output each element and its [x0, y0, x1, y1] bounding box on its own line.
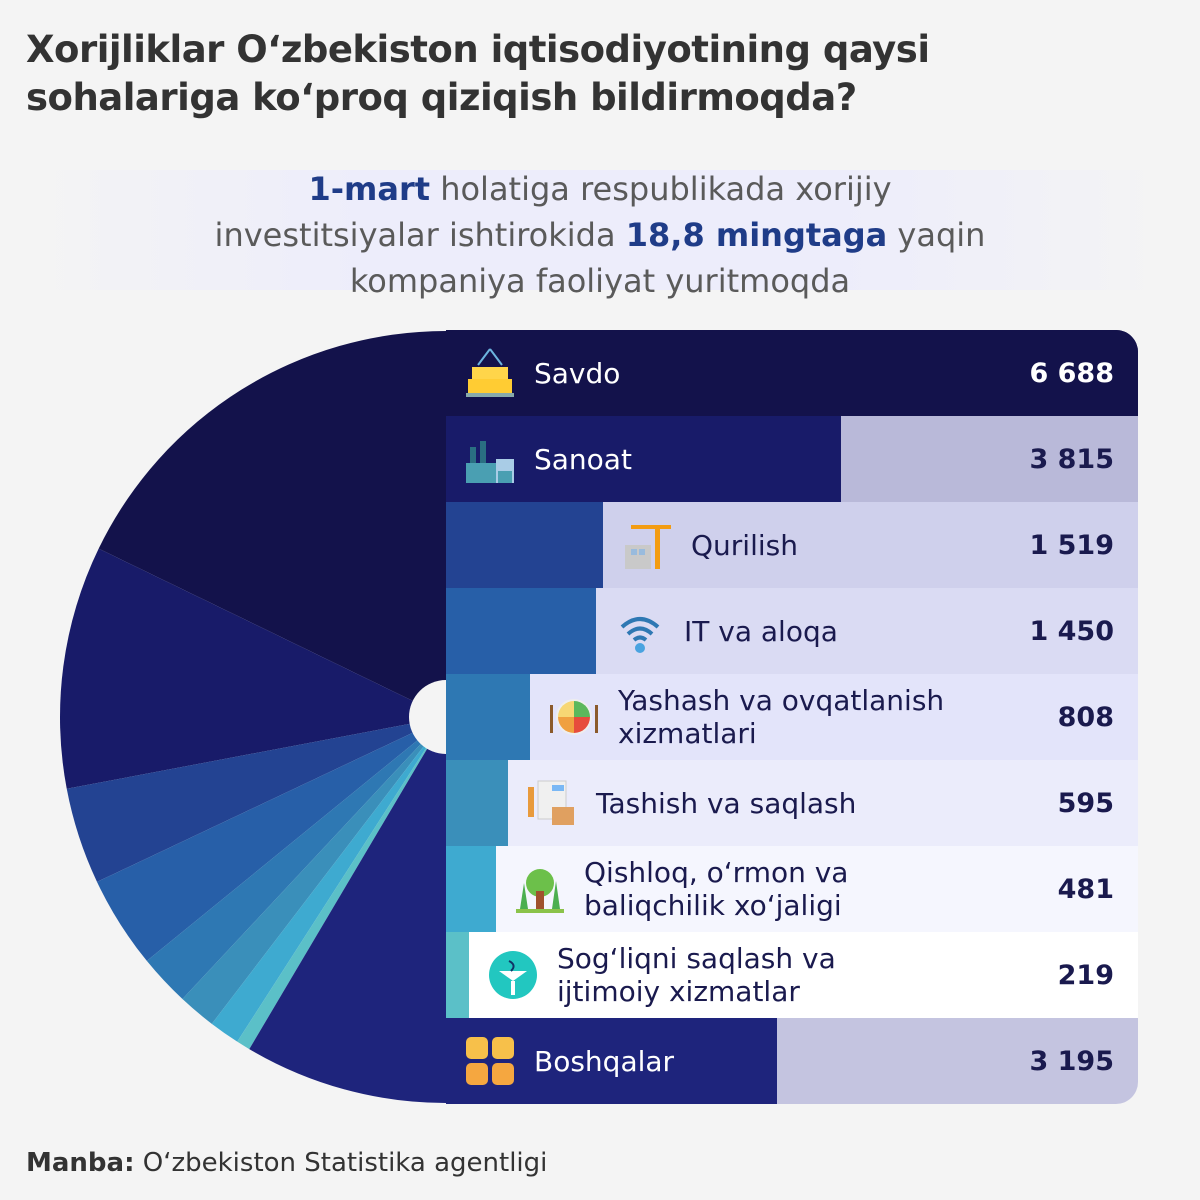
value-label: 3 815	[1029, 443, 1114, 475]
category-label: Savdo	[534, 356, 621, 390]
grid-icon	[464, 1035, 516, 1087]
bar-row: Tashish va saqlash 595	[446, 760, 1138, 846]
pie-slice	[66, 717, 446, 882]
document-box-icon	[526, 777, 578, 829]
bar-row: Qishloq, o‘rmon va baliqchilik xo‘jaligi…	[446, 846, 1138, 932]
bar-label: Yashash va ovqatlanish xizmatlari	[548, 674, 1008, 760]
category-label: IT va aloqa	[684, 614, 838, 648]
pie-slice	[146, 717, 446, 1000]
bar-row: Savdo 6 688	[446, 330, 1138, 416]
pie-slice	[182, 717, 446, 1024]
bar-row: Sanoat 3 815	[446, 416, 1138, 502]
bar	[446, 674, 530, 760]
bar-label: Qishloq, o‘rmon va baliqchilik xo‘jaligi	[514, 846, 974, 932]
bar-label: Sanoat	[464, 416, 632, 502]
trees-icon	[514, 863, 566, 915]
bar	[446, 330, 1138, 416]
subtitle-text-1: holatiga respublikada xorijiy investitsi…	[214, 170, 892, 254]
value-label: 3 195	[1029, 1045, 1114, 1077]
subtitle-background	[30, 170, 1170, 290]
category-label: Sanoat	[534, 442, 632, 476]
pie-slice	[96, 717, 447, 961]
source-text: O‘zbekiston Statistika agentligi	[134, 1148, 548, 1178]
bar-row: Yashash va ovqatlanish xizmatlari 808	[446, 674, 1138, 760]
bar	[446, 760, 508, 846]
pie-slice	[249, 717, 446, 1103]
bar-label: Tashish va saqlash	[526, 760, 856, 846]
category-label: Yashash va ovqatlanish xizmatlari	[618, 684, 945, 750]
bar-row: Boshqalar 3 195	[446, 1018, 1138, 1104]
value-label: 6 688	[1029, 357, 1114, 389]
value-label: 219	[1057, 959, 1114, 991]
pie-slice	[211, 717, 446, 1042]
medical-icon	[487, 949, 539, 1001]
category-label: Qurilish	[691, 528, 798, 562]
bar	[446, 502, 603, 588]
subtitle: 1-mart holatiga respublikada xorijiy inv…	[0, 166, 1200, 304]
subtitle-date: 1-mart	[308, 170, 431, 208]
bar-label: Savdo	[464, 330, 620, 416]
category-label: Tashish va saqlash	[596, 786, 857, 820]
category-label: Qishloq, o‘rmon va baliqchilik xo‘jaligi	[584, 856, 849, 922]
value-label: 595	[1057, 787, 1114, 819]
wifi-icon	[614, 605, 666, 657]
bar-chart: Savdo 6 688 Sanoat 3 815 Qurilish 1 519 IT va …	[446, 330, 1138, 1104]
subtitle-text-2: yaqin kompaniya faoliyat yuritmoqda	[349, 216, 986, 300]
bar-row: IT va aloqa 1 450	[446, 588, 1138, 674]
crane-icon	[621, 519, 673, 571]
food-plate-icon	[548, 691, 600, 743]
pie-slice	[98, 331, 446, 717]
value-label: 481	[1057, 873, 1114, 905]
source-note: Manba: O‘zbekiston Statistika agentligi	[26, 1148, 547, 1178]
pie-slice	[237, 717, 446, 1050]
pie-slice	[60, 548, 447, 789]
bar-row: Qurilish 1 519	[446, 502, 1138, 588]
subtitle-count: 18,8 mingtaga	[625, 216, 888, 254]
bar	[446, 932, 469, 1018]
page-title: Xorijliklar O‘zbekiston iqtisodiyotining…	[26, 28, 930, 119]
bar	[446, 846, 496, 932]
category-label: Boshqalar	[534, 1044, 675, 1078]
bar-row: Sog‘liqni saqlash va ijtimoiy xizmatlar 2…	[446, 932, 1138, 1018]
category-label: Sog‘liqni saqlash va ijtimoiy xizmatlar	[557, 942, 836, 1008]
value-label: 808	[1057, 701, 1114, 733]
source-label: Manba:	[26, 1148, 135, 1178]
bar	[446, 588, 596, 674]
bar-label: IT va aloqa	[614, 588, 838, 674]
factory-icon	[464, 433, 516, 485]
boxes-icon	[464, 347, 516, 399]
value-label: 1 450	[1029, 615, 1114, 647]
bar-label: Sog‘liqni saqlash va ijtimoiy xizmatlar	[487, 932, 947, 1018]
bar-label: Qurilish	[621, 502, 798, 588]
bar	[446, 1018, 777, 1104]
bar-label: Boshqalar	[464, 1018, 674, 1104]
value-label: 1 519	[1029, 529, 1114, 561]
